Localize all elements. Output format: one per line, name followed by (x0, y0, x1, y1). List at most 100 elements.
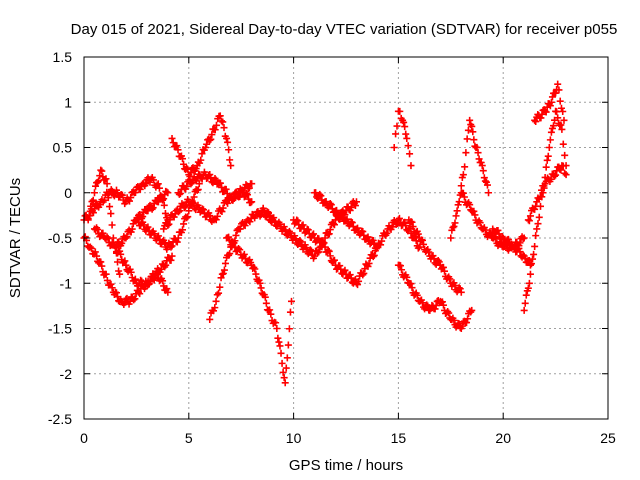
data-point (553, 108, 561, 116)
data-point (206, 212, 214, 220)
data-point (283, 354, 291, 362)
data-point (516, 239, 524, 247)
data-point (273, 325, 281, 332)
data-point (557, 121, 565, 129)
x-tick-label: 15 (391, 430, 407, 446)
data-point (457, 288, 465, 296)
data-point (137, 276, 145, 284)
data-point (537, 114, 545, 122)
y-tick-label: 0 (64, 185, 72, 201)
data-point (219, 204, 227, 212)
data-point (529, 255, 537, 263)
data-point (246, 218, 254, 226)
data-point (460, 193, 468, 201)
data-point (90, 189, 98, 197)
data-point (316, 190, 324, 198)
data-point (203, 140, 211, 148)
data-point (173, 238, 181, 246)
data-point (398, 266, 406, 274)
data-point (352, 198, 360, 206)
data-point (278, 359, 286, 367)
data-point (546, 102, 554, 110)
data-point (408, 284, 416, 292)
data-point (127, 268, 135, 276)
data-point (123, 233, 131, 241)
data-point (293, 216, 301, 224)
data-point (170, 213, 178, 221)
data-point (462, 149, 470, 157)
data-point (118, 191, 126, 199)
data-point (311, 252, 319, 260)
data-point (262, 299, 270, 307)
data-point (272, 319, 280, 327)
data-point (257, 284, 265, 292)
data-point (454, 201, 462, 209)
data-point (217, 117, 225, 125)
data-point (189, 200, 197, 208)
data-point (419, 236, 427, 244)
data-point (419, 299, 427, 307)
data-point (150, 230, 158, 238)
data-point (315, 248, 323, 256)
data-point (347, 203, 355, 211)
data-point (326, 226, 334, 234)
data-point (261, 293, 269, 301)
data-point (468, 306, 476, 314)
data-point (219, 269, 227, 277)
data-point (535, 213, 543, 221)
series-sat-track-9 (174, 168, 256, 207)
data-point (128, 225, 136, 233)
data-point (559, 162, 567, 170)
data-point (121, 257, 129, 265)
data-point (481, 226, 489, 234)
data-point (242, 189, 250, 197)
data-point (445, 309, 453, 317)
data-point (531, 242, 539, 250)
data-point (106, 203, 114, 211)
data-point (557, 166, 565, 174)
data-point (96, 172, 104, 180)
data-point (420, 240, 428, 248)
data-point (126, 197, 134, 205)
data-point (217, 274, 225, 282)
data-point (152, 269, 160, 277)
data-point (383, 229, 391, 237)
data-point (407, 162, 415, 170)
data-point (409, 223, 417, 231)
data-point (468, 122, 476, 130)
data-point (453, 207, 461, 215)
data-point (286, 308, 294, 316)
data-point (184, 213, 192, 221)
data-point (532, 118, 540, 126)
data-point (338, 210, 346, 218)
x-tick-label: 20 (495, 430, 511, 446)
y-tick-label: 1.5 (53, 49, 73, 65)
series-sat-track-16 (394, 261, 476, 332)
chart-title: Day 015 of 2021, Sidereal Day-to-day VTE… (71, 21, 618, 38)
data-point (95, 177, 103, 185)
data-point (451, 281, 459, 289)
data-point (99, 229, 107, 237)
data-point (364, 233, 372, 241)
data-point (211, 126, 219, 134)
data-point (176, 207, 184, 215)
data-point (330, 256, 338, 264)
data-point (481, 177, 489, 185)
data-point (183, 182, 191, 190)
data-point (547, 128, 555, 136)
data-point (396, 262, 404, 270)
data-point (326, 252, 334, 260)
data-point (154, 232, 162, 240)
series-sat-track-22 (531, 80, 568, 126)
data-point (561, 151, 569, 159)
data-point (558, 125, 566, 133)
data-point (461, 163, 469, 171)
data-point (393, 122, 401, 130)
data-point (378, 237, 386, 245)
data-point (524, 284, 532, 292)
data-point (256, 279, 264, 287)
data-point (341, 266, 349, 274)
data-point (304, 226, 312, 234)
data-point (351, 202, 359, 210)
